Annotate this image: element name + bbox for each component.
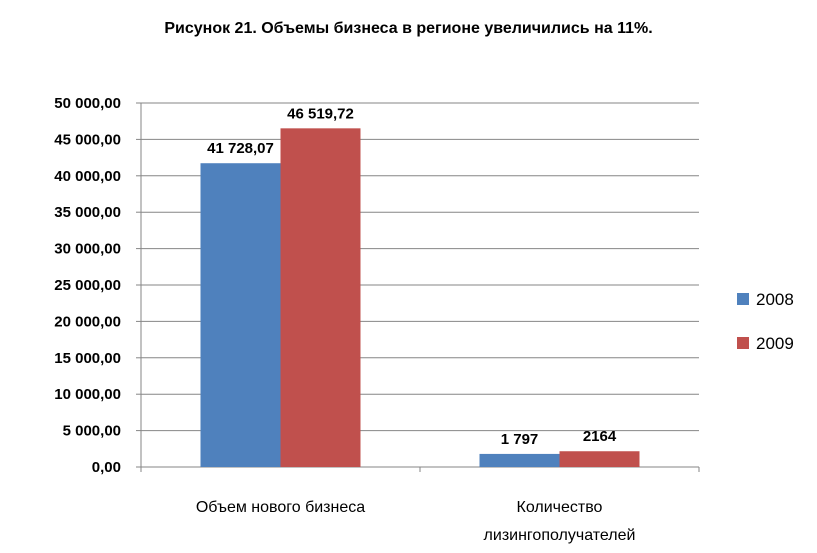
y-tick-label: 20 000,00 (54, 313, 121, 330)
y-tick-label: 40 000,00 (54, 168, 121, 185)
y-tick-label: 45 000,00 (54, 131, 121, 148)
legend-label: 2009 (756, 334, 794, 353)
legend: 2008 2009 (737, 290, 794, 353)
chart-title: Рисунок 21. Объемы бизнеса в регионе уве… (164, 20, 653, 37)
bar-2008 (200, 163, 281, 467)
bar-2008 (479, 453, 560, 467)
bar-2009 (559, 451, 640, 467)
y-tick-label: 0,00 (92, 459, 121, 476)
y-tick-label: 50 000,00 (54, 95, 121, 112)
y-tick-label: 15 000,00 (54, 350, 121, 367)
data-label: 41 728,07 (207, 140, 274, 157)
bar-2009 (280, 128, 361, 468)
y-tick-label: 35 000,00 (54, 204, 121, 221)
data-label: 46 519,72 (287, 105, 354, 122)
axes: 0,00 5 000,00 10 000,00 15 000,00 20 000,00 2… (54, 95, 700, 544)
y-tick-label: 5 000,00 (63, 423, 121, 440)
bars (200, 128, 640, 468)
y-tick-label: 10 000,00 (54, 386, 121, 403)
data-label: 2164 (583, 428, 617, 445)
legend-swatch (737, 337, 749, 349)
x-category-label: Количество (517, 499, 603, 516)
y-tick-label: 30 000,00 (54, 241, 121, 258)
gridlines (141, 102, 699, 432)
y-tick-label: 25 000,00 (54, 277, 121, 294)
data-label: 1 797 (501, 431, 539, 448)
legend-swatch (737, 293, 749, 305)
legend-label: 2008 (756, 290, 794, 309)
x-category-label: лизингополучателей (484, 527, 636, 544)
data-labels: 41 728,07 46 519,72 1 797 2164 (207, 105, 617, 448)
x-category-label: Объем нового бизнеса (196, 499, 365, 516)
